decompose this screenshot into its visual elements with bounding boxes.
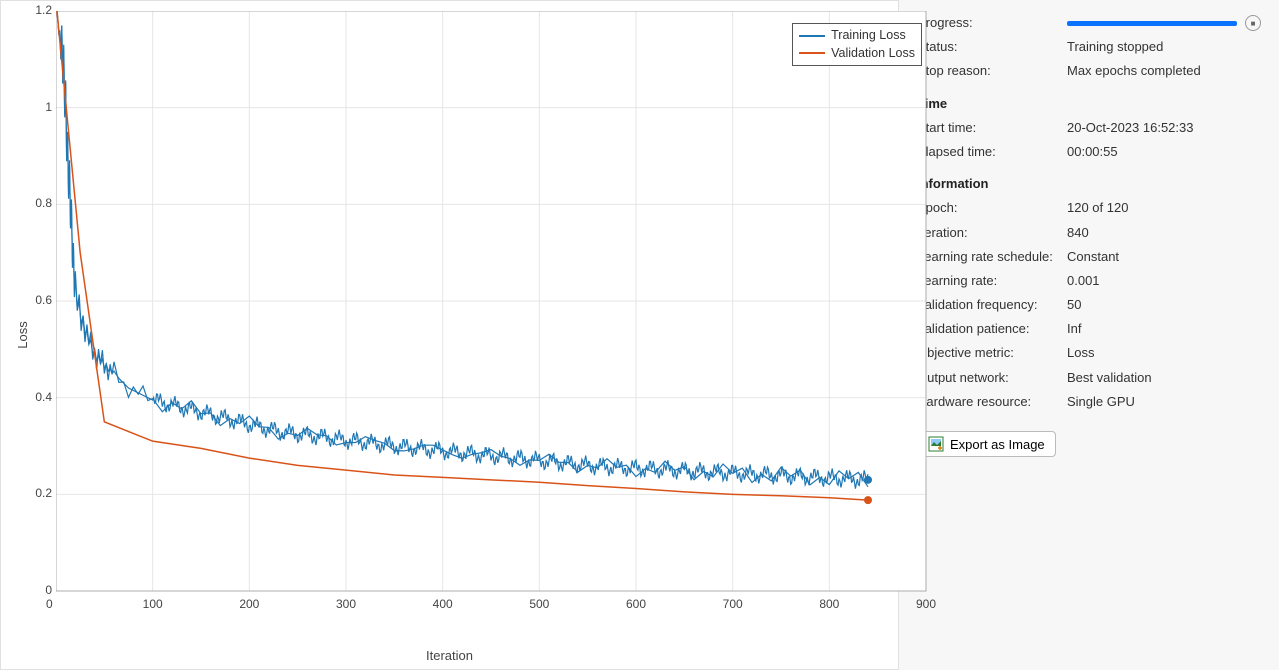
legend-entry-training: Training Loss (799, 27, 915, 45)
label-elapsed-time: Elapsed time: (917, 143, 1067, 161)
row-progress: Progress: ■ (917, 14, 1261, 32)
row-iteration: Iteration: 840 (917, 224, 1261, 242)
x-tick-label: 400 (433, 597, 453, 611)
value-val-freq: 50 (1067, 296, 1261, 314)
y-tick-label: 1.2 (22, 3, 52, 17)
legend: Training Loss Validation Loss (792, 23, 922, 66)
plot-area: Training Loss Validation Loss (56, 11, 936, 621)
x-tick-label: 300 (336, 597, 356, 611)
legend-swatch-validation (799, 52, 825, 54)
label-stop-reason: Stop reason: (917, 62, 1067, 80)
section-info: Information (917, 175, 1261, 193)
x-tick-label: 0 (46, 597, 53, 611)
row-lr: Learning rate: 0.001 (917, 272, 1261, 290)
value-val-patience: Inf (1067, 320, 1261, 338)
chart-panel: Loss Iteration Training Loss Validation … (0, 0, 899, 670)
label-status: Status: (917, 38, 1067, 56)
label-start-time: Start time: (917, 119, 1067, 137)
x-tick-label: 900 (916, 597, 936, 611)
y-axis-label: Loss (15, 321, 30, 348)
x-tick-label: 600 (626, 597, 646, 611)
x-tick-label: 800 (819, 597, 839, 611)
export-button[interactable]: Export as Image (917, 431, 1056, 457)
row-elapsed-time: Elapsed time: 00:00:55 (917, 143, 1261, 161)
export-button-label: Export as Image (950, 437, 1045, 452)
row-epoch: Epoch: 120 of 120 (917, 199, 1261, 217)
progress-bar (1067, 21, 1237, 26)
row-status: Status: Training stopped (917, 38, 1261, 56)
row-val-patience: Validation patience: Inf (917, 320, 1261, 338)
value-status: Training stopped (1067, 38, 1261, 56)
label-lr-schedule: Learning rate schedule: (917, 248, 1067, 266)
x-tick-label: 200 (239, 597, 259, 611)
y-tick-label: 1 (22, 100, 52, 114)
value-lr: 0.001 (1067, 272, 1261, 290)
value-stop-reason: Max epochs completed (1067, 62, 1261, 80)
label-output-net: Output network: (917, 369, 1067, 387)
row-val-freq: Validation frequency: 50 (917, 296, 1261, 314)
row-stop-reason: Stop reason: Max epochs completed (917, 62, 1261, 80)
label-objective: Objective metric: (917, 344, 1067, 362)
label-lr: Learning rate: (917, 272, 1067, 290)
value-lr-schedule: Constant (1067, 248, 1261, 266)
chart-svg (56, 11, 936, 621)
value-output-net: Best validation (1067, 369, 1261, 387)
legend-label-training: Training Loss (831, 27, 906, 45)
legend-entry-validation: Validation Loss (799, 45, 915, 63)
row-hardware: Hardware resource: Single GPU (917, 393, 1261, 411)
value-objective: Loss (1067, 344, 1261, 362)
value-elapsed-time: 00:00:55 (1067, 143, 1261, 161)
x-tick-label: 700 (723, 597, 743, 611)
row-start-time: Start time: 20-Oct-2023 16:52:33 (917, 119, 1261, 137)
stop-icon[interactable]: ■ (1245, 15, 1261, 31)
value-hardware: Single GPU (1067, 393, 1261, 411)
label-hardware: Hardware resource: (917, 393, 1067, 411)
app-root: Loss Iteration Training Loss Validation … (0, 0, 1279, 670)
legend-label-validation: Validation Loss (831, 45, 915, 63)
label-val-freq: Validation frequency: (917, 296, 1067, 314)
value-start-time: 20-Oct-2023 16:52:33 (1067, 119, 1261, 137)
row-lr-schedule: Learning rate schedule: Constant (917, 248, 1261, 266)
y-tick-label: 0.6 (22, 293, 52, 307)
legend-swatch-training (799, 35, 825, 37)
y-tick-label: 0.2 (22, 486, 52, 500)
label-epoch: Epoch: (917, 199, 1067, 217)
y-tick-label: 0 (22, 583, 52, 597)
value-epoch: 120 of 120 (1067, 199, 1261, 217)
label-iteration: Iteration: (917, 224, 1067, 242)
label-val-patience: Validation patience: (917, 320, 1067, 338)
y-tick-label: 0.8 (22, 196, 52, 210)
row-objective: Objective metric: Loss (917, 344, 1261, 362)
x-axis-label: Iteration (426, 648, 473, 663)
value-iteration: 840 (1067, 224, 1261, 242)
label-progress: Progress: (917, 14, 1067, 32)
x-tick-label: 100 (143, 597, 163, 611)
x-tick-label: 500 (529, 597, 549, 611)
side-panel: Progress: ■ Status: Training stopped Sto… (899, 0, 1279, 670)
y-tick-label: 0.4 (22, 390, 52, 404)
section-time: Time (917, 95, 1261, 113)
row-output-net: Output network: Best validation (917, 369, 1261, 387)
